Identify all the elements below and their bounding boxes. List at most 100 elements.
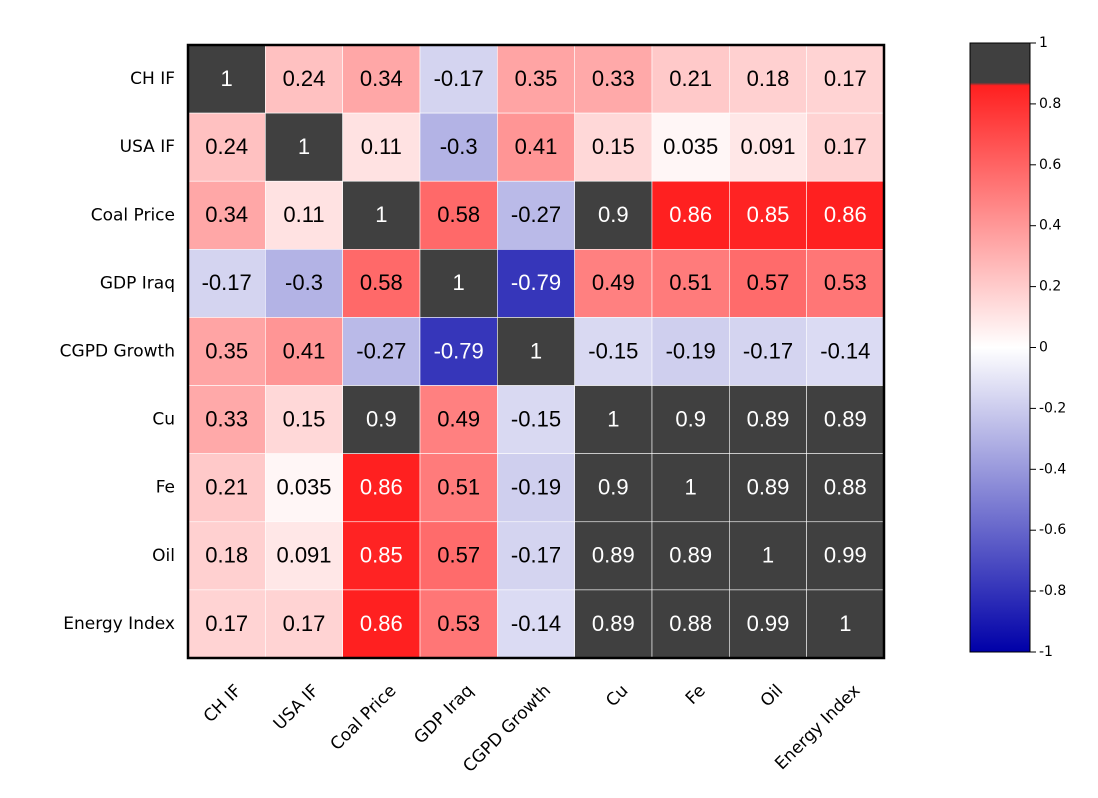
x-tick-label: USA IF [270,681,323,734]
cell-label: 0.33 [592,66,635,91]
cell-label: -0.79 [511,270,561,295]
cell-label: 1 [607,406,619,431]
cell-label: 0.49 [437,406,480,431]
heatmap-cell [187,453,266,523]
x-tick-label: GDP Iraq [410,681,477,748]
cell-label: -0.14 [820,338,870,363]
heatmap-cell [265,317,343,386]
heatmap-cell [574,589,653,659]
heatmap-cell [497,44,575,114]
x-tick-label: CH IF [200,681,246,727]
cell-label: 0.15 [592,134,635,159]
heatmap-cell [497,453,575,523]
heatmap-cell [574,385,653,454]
heatmap-cell [497,385,575,454]
colorbar-tick-label: 1 [1039,35,1048,51]
y-tick-label: GDP Iraq [100,273,175,293]
cell-label: 0.57 [437,543,480,568]
cell-label: 0.18 [747,66,790,91]
cell-label: 0.53 [437,611,480,636]
heatmap-cell [265,589,343,659]
heatmap-cell [187,317,266,386]
cell-label: 0.57 [747,270,790,295]
cell-label: 0.15 [283,406,326,431]
cell-label: -0.15 [588,338,638,363]
heatmap-cell [806,317,885,386]
cell-label: 1 [762,543,774,568]
cell-label: -0.17 [743,338,793,363]
colorbar [969,42,1031,653]
cell-label: 0.17 [283,611,326,636]
heatmap-cell [419,44,498,114]
cell-label: 0.17 [824,134,867,159]
heatmap-cell [342,589,421,659]
x-tick-label: Cu [602,681,632,711]
heatmap-cell [651,317,730,386]
heatmap-cell [265,453,343,523]
colorbar-tick-label: 0.8 [1039,96,1061,112]
cell-label: 1 [375,202,387,227]
cell-label: 0.9 [366,406,397,431]
plot-frame [186,43,886,660]
cell-label: 0.89 [747,475,790,500]
heatmap-cell [729,385,807,454]
colorbar-tick-label: 0.6 [1039,157,1061,173]
cell-label: 0.9 [598,202,629,227]
heatmap-cell [419,521,498,591]
heatmap-cell [187,521,266,591]
cell-label: -0.3 [285,270,323,295]
cell-label: 0.99 [824,543,867,568]
cell-label: -0.14 [511,611,561,636]
cell-label: 0.89 [824,406,867,431]
heatmap-cell [729,112,807,182]
heatmap-cell [187,112,266,182]
colorbar-tick-label: -0.4 [1039,461,1066,477]
heatmap-cell [342,112,421,182]
cell-label: 0.17 [824,66,867,91]
cell-label: 0.85 [747,202,790,227]
heatmap-cell [187,385,266,454]
cell-label: 0.035 [276,475,331,500]
heatmap-cell [187,589,266,659]
cell-label: 0.35 [515,66,558,91]
heatmap-cell [419,180,498,250]
heatmap-cell [574,317,653,386]
x-tick-label: Oil [757,681,787,711]
heatmap-cell [806,112,885,182]
cell-label: -0.17 [434,66,484,91]
heatmap-cell [574,44,653,114]
colorbar-tick-label: -1 [1039,644,1053,660]
heatmap-cell [806,589,885,659]
heatmap-cell [187,44,266,114]
colorbar-tick-label: 0.2 [1039,279,1061,295]
heatmap-cell [806,180,885,250]
cell-label: 0.34 [360,66,403,91]
cell-label: 0.41 [283,338,326,363]
heatmap-cell [342,180,421,250]
heatmap-cell [729,521,807,591]
x-tick-label: Coal Price [327,681,401,755]
cell-label: 0.17 [205,611,248,636]
heatmap-cell [187,249,266,318]
colorbar-tick-label: -0.2 [1039,400,1066,416]
cell-label: 0.21 [669,66,712,91]
cell-label: 0.11 [361,134,402,159]
cell-label: 1 [530,338,542,363]
cell-label: 0.34 [205,202,248,227]
heatmap-cell [265,180,343,250]
colorbar-tick-label: -0.8 [1039,583,1066,599]
colorbar-tick-label: 0 [1039,340,1048,356]
heatmap-cell [342,453,421,523]
cell-label: -0.79 [434,338,484,363]
heatmap-cell [342,317,421,386]
cell-label: 0.99 [747,611,790,636]
cell-label: -0.27 [511,202,561,227]
heatmap-cell [497,112,575,182]
colorbar-tick-label: -0.6 [1039,522,1066,538]
cell-label: 0.86 [360,611,403,636]
heatmap-cell [651,180,730,250]
cell-label: 0.21 [205,475,248,500]
cell-label: 0.89 [747,406,790,431]
cell-label: 0.9 [675,406,706,431]
y-tick-label: USA IF [120,137,175,157]
